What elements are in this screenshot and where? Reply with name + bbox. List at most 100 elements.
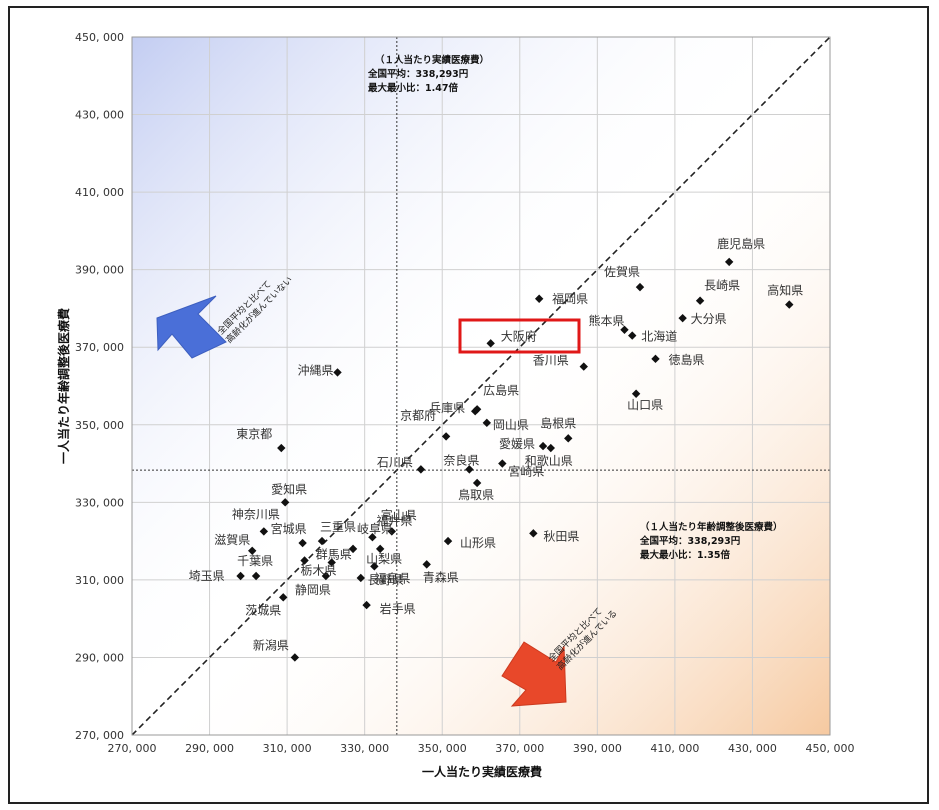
data-point-marker (422, 560, 431, 569)
y-tick-label: 270, 000 (75, 729, 124, 742)
data-point-marker (362, 600, 371, 610)
data-point-label: 埼玉県 (189, 569, 225, 583)
x-tick-label: 390, 000 (573, 742, 622, 755)
data-point-marker (678, 313, 687, 323)
data-point-label: 千葉県 (237, 554, 273, 568)
data-point-label: 沖縄県 (298, 362, 334, 377)
data-point-label: 愛媛県 (499, 437, 535, 451)
x-tick-label: 410, 000 (650, 742, 699, 755)
data-point-marker (259, 527, 269, 536)
data-point-label: 和歌山県 (525, 453, 573, 468)
data-point-label: 宮崎県 (508, 464, 544, 479)
data-point-marker (465, 465, 474, 474)
reference-lines (131, 36, 831, 736)
data-point-label: 大阪府 (501, 328, 537, 343)
data-point-marker (529, 529, 538, 538)
data-point-marker (472, 478, 482, 488)
x-tick-label: 270, 000 (108, 742, 157, 755)
data-point-label: 三重県 (320, 520, 356, 534)
data-point-label: 福井県 (376, 513, 412, 528)
data-point-label: 愛知県 (271, 482, 307, 496)
diagonal-line (131, 36, 831, 736)
data-point-marker (387, 527, 397, 536)
data-point-label: 島根県 (540, 415, 576, 430)
y-tick-label: 290, 000 (75, 651, 124, 664)
data-point-marker (416, 465, 426, 474)
data-point-marker (251, 571, 261, 581)
data-point-marker (443, 536, 453, 546)
annotation-top-line3: 最大最小比：1.47倍 (368, 82, 458, 94)
data-point-marker (317, 536, 327, 546)
y-axis-title: 一人当たり年齢調整後医療費 (56, 308, 71, 464)
data-point-label: 山形県 (460, 536, 496, 550)
data-point-marker (628, 331, 637, 340)
data-point-label: 福岡県 (552, 291, 588, 306)
data-point-marker (236, 571, 245, 581)
x-tick-label: 450, 000 (806, 742, 855, 755)
data-point-marker (356, 573, 365, 583)
data-point-label: 兵庫県 (429, 401, 465, 415)
data-point-label: 佐賀県 (604, 265, 640, 279)
data-point-marker (279, 593, 288, 602)
data-point-marker (546, 443, 555, 453)
data-point-marker (785, 300, 794, 309)
x-tick-label: 370, 000 (495, 742, 544, 755)
y-tick-label: 450, 000 (75, 31, 124, 44)
annotation-right-line3: 最大最小比：1.35倍 (640, 549, 730, 561)
data-point-marker (482, 418, 492, 428)
data-point-label: 岐阜県 (357, 522, 393, 536)
data-point-label: 鹿児島県 (717, 236, 765, 251)
data-point-label: 栃木県 (301, 564, 337, 578)
data-point-label: 広島県 (483, 382, 519, 397)
data-point-label: 香川県 (533, 354, 569, 368)
annotation-top-line2: 全国平均：338,293円 (367, 68, 468, 80)
data-point-marker (564, 434, 573, 443)
data-point-marker (620, 325, 629, 334)
data-point-label: 岩手県 (380, 601, 416, 616)
annotation-top: （１人当たり実績医療費） 全国平均：338,293円 最大最小比：1.47倍 (367, 54, 489, 94)
data-point-marker (333, 368, 342, 377)
highlight-box (458, 318, 581, 354)
data-point-label: 徳島県 (669, 352, 705, 367)
data-point-marker (327, 558, 336, 567)
data-point-label: 滋賀県 (214, 533, 250, 547)
x-axis-title: 一人当たり実績医療費 (422, 764, 542, 779)
data-point-label: 新潟県 (253, 637, 289, 652)
y-tick-label: 350, 000 (75, 419, 124, 432)
data-point-label: 長野県 (368, 573, 404, 587)
y-tick-label: 310, 000 (75, 574, 124, 587)
data-point-label: 宮城県 (271, 521, 307, 536)
y-tick-label: 410, 000 (75, 186, 124, 199)
data-point-marker (635, 282, 645, 292)
annotation-right: （１人当たり年齢調整後医療費） 全国平均：338,293円 最大最小比：1.35… (639, 521, 783, 561)
x-tick-label: 310, 000 (263, 742, 312, 755)
annotation-right-line2: 全国平均：338,293円 (639, 535, 740, 547)
y-tick-label: 390, 000 (75, 264, 124, 277)
data-point-marker (579, 362, 588, 371)
data-point-label: 高知県 (767, 283, 803, 298)
data-point-label: 京都府 (400, 407, 436, 422)
data-point-marker (631, 389, 641, 398)
data-point-marker (470, 407, 480, 416)
data-point-marker (280, 498, 290, 507)
data-point-marker (248, 546, 257, 556)
data-point-label: 秋田県 (543, 529, 579, 543)
data-point-marker (321, 571, 331, 581)
data-point-marker (498, 459, 507, 468)
data-point-marker (651, 354, 660, 364)
data-point-marker (695, 296, 705, 305)
annotation-right-line1: （１人当たり年齢調整後医療費） (640, 521, 783, 533)
x-tick-label: 330, 000 (340, 742, 389, 755)
data-point-marker (368, 533, 377, 542)
data-point-label: 石川県 (377, 455, 413, 469)
y-tick-label: 370, 000 (75, 341, 124, 354)
data-point-marker (375, 544, 385, 554)
data-point-label: 神奈川県 (232, 507, 280, 521)
data-point-label: 鳥取県 (458, 487, 494, 502)
data-point-marker (348, 544, 358, 554)
data-point-marker (538, 441, 548, 451)
data-point-marker (534, 294, 544, 303)
data-point-label: 奈良県 (443, 452, 479, 467)
data-point-marker (300, 556, 309, 565)
